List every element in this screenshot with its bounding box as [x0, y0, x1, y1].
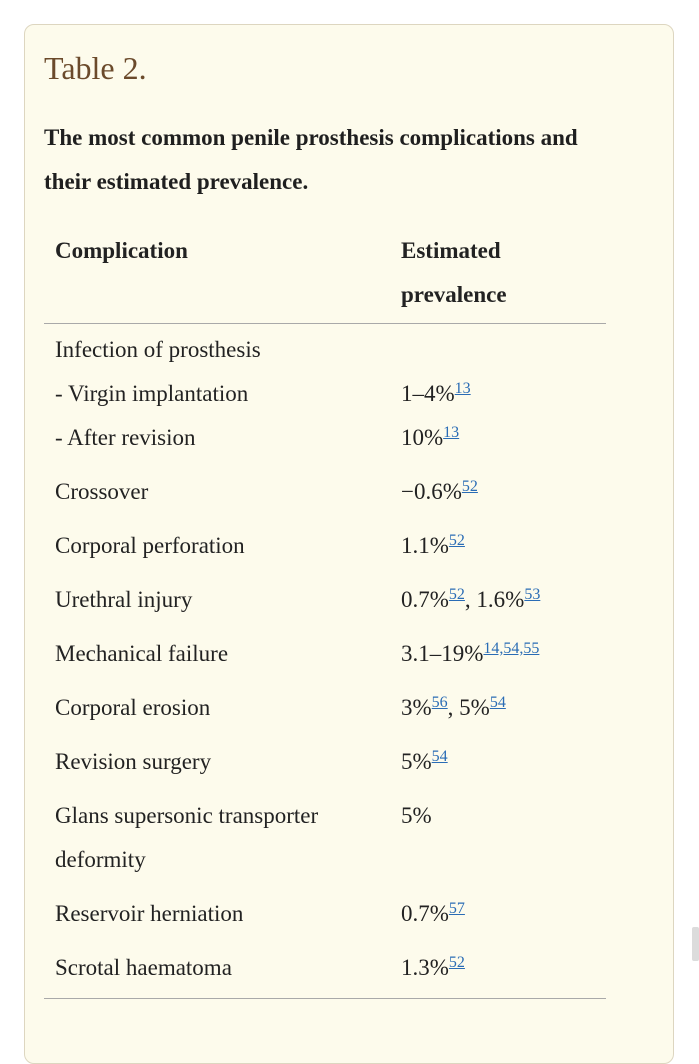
- reference-link[interactable]: 52: [461, 478, 478, 495]
- reference-link[interactable]: 13: [454, 380, 471, 397]
- table-row: Revision surgery 5%54: [44, 740, 606, 794]
- header-row: Complication Estimated prevalence: [44, 229, 606, 324]
- header-prevalence: Estimated prevalence: [390, 229, 606, 324]
- prevalence-value: 0.7%: [401, 587, 449, 612]
- table-caption: The most common penile prosthesis compli…: [44, 125, 578, 194]
- table-row: Glans supersonic transporter deformity 5…: [44, 794, 606, 892]
- complication-cell: Corporal perforation: [55, 533, 245, 558]
- prevalence-value: 3.1–19%: [401, 641, 484, 666]
- prevalence-value-2: , 1.6%: [464, 587, 525, 612]
- prevalence-value: 1.3%: [401, 955, 449, 980]
- infection-revision-label: - After revision: [55, 425, 196, 450]
- reference-link[interactable]: 53: [524, 586, 541, 603]
- prevalence-cell: 0.7%52, 1.6%53: [390, 578, 606, 632]
- complications-table: Complication Estimated prevalence Infect…: [44, 229, 606, 999]
- reference-link[interactable]: 52: [448, 954, 465, 971]
- complication-cell: Corporal erosion: [55, 695, 211, 720]
- prevalence-cell: 1.3%52: [390, 946, 606, 999]
- blank-line: [401, 328, 606, 372]
- reference-link[interactable]: 13: [443, 424, 460, 441]
- reference-link[interactable]: 52: [448, 532, 465, 549]
- prevalence-cell: 5%54: [390, 740, 606, 794]
- infection-revision-prevalence: 10%13: [401, 416, 606, 460]
- prevalence-cell: 5%: [390, 794, 606, 892]
- prevalence-cell: 1–4%13 10%13: [390, 324, 606, 471]
- prevalence-value: −0.6%: [401, 479, 462, 504]
- infection-title: Infection of prosthesis: [55, 337, 261, 362]
- complication-cell: Revision surgery: [55, 749, 212, 774]
- table-row: Scrotal haematoma 1.3%52: [44, 946, 606, 999]
- reference-link[interactable]: 57: [448, 900, 465, 917]
- prevalence-value: 0.7%: [401, 901, 449, 926]
- prevalence-cell: 1.1%52: [390, 524, 606, 578]
- reference-link[interactable]: 54: [489, 694, 506, 711]
- complication-cell: Crossover: [55, 479, 149, 504]
- prevalence-cell: 0.7%57: [390, 892, 606, 946]
- complication-cell: Urethral injury: [55, 587, 193, 612]
- complication-cell: Glans supersonic transporter deformity: [55, 803, 319, 872]
- table-row: Corporal perforation 1.1%52: [44, 524, 606, 578]
- prevalence-value-2: , 5%: [447, 695, 490, 720]
- table-row: Reservoir herniation 0.7%57: [44, 892, 606, 946]
- prevalence-value: 10%: [401, 425, 444, 450]
- prevalence-value: 5%: [401, 803, 432, 828]
- scrollbar-thumb[interactable]: [692, 927, 699, 961]
- table-row-infection: Infection of prosthesis - Virgin implant…: [44, 324, 606, 471]
- reference-link[interactable]: 14,54,55: [483, 640, 540, 657]
- table-row: Corporal erosion 3%56, 5%54: [44, 686, 606, 740]
- table-row: Mechanical failure 3.1–19%14,54,55: [44, 632, 606, 686]
- table-label: Table 2.: [44, 50, 147, 86]
- infection-virgin-prevalence: 1–4%13: [401, 372, 606, 416]
- table-panel: [24, 24, 674, 1064]
- table-row: Urethral injury 0.7%52, 1.6%53: [44, 578, 606, 632]
- prevalence-cell: 3%56, 5%54: [390, 686, 606, 740]
- complication-cell: Mechanical failure: [55, 641, 229, 666]
- infection-virgin-label: - Virgin implantation: [55, 381, 249, 406]
- complication-cell: Scrotal haematoma: [44, 946, 390, 999]
- prevalence-value: 3%: [401, 695, 432, 720]
- prevalence-cell: 3.1–19%14,54,55: [390, 632, 606, 686]
- header-complication: Complication: [44, 229, 390, 324]
- reference-link[interactable]: 52: [448, 586, 465, 603]
- prevalence-cell: −0.6%52: [390, 470, 606, 524]
- prevalence-value: 1.1%: [401, 533, 449, 558]
- prevalence-value: 5%: [401, 749, 432, 774]
- prevalence-value: 1–4%: [401, 381, 455, 406]
- complication-cell: Infection of prosthesis - Virgin implant…: [44, 324, 390, 471]
- reference-link[interactable]: 54: [431, 748, 448, 765]
- complication-cell: Reservoir herniation: [55, 901, 244, 926]
- table-row: Crossover −0.6%52: [44, 470, 606, 524]
- reference-link[interactable]: 56: [431, 694, 448, 711]
